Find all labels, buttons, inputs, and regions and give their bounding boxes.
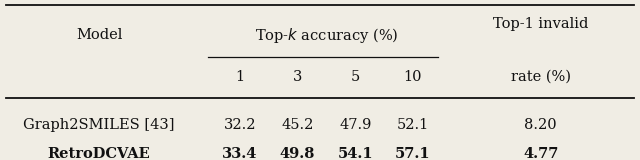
Text: 1: 1 [236,70,244,84]
Text: 47.9: 47.9 [339,118,371,132]
Text: 5: 5 [351,70,360,84]
Text: 49.8: 49.8 [280,147,316,160]
Text: RetroDCVAE: RetroDCVAE [48,147,150,160]
Text: rate (%): rate (%) [511,70,571,84]
Text: 52.1: 52.1 [397,118,429,132]
Text: 3: 3 [293,70,302,84]
Text: Model: Model [76,28,122,42]
Text: 33.4: 33.4 [222,147,258,160]
Text: Graph2SMILES [43]: Graph2SMILES [43] [24,118,175,132]
Text: Top-1 invalid: Top-1 invalid [493,17,589,31]
Text: 8.20: 8.20 [525,118,557,132]
Text: 10: 10 [404,70,422,84]
Text: 4.77: 4.77 [523,147,559,160]
Text: 45.2: 45.2 [282,118,314,132]
Text: 32.2: 32.2 [224,118,256,132]
Text: 54.1: 54.1 [337,147,373,160]
Text: Top-$k$ accuracy (%): Top-$k$ accuracy (%) [255,26,398,45]
Text: 57.1: 57.1 [395,147,431,160]
